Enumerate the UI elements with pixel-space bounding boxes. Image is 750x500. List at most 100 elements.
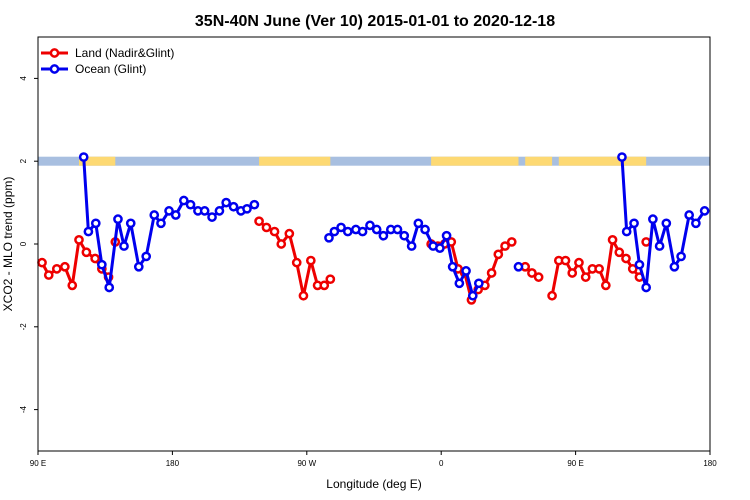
land-data-point <box>574 257 584 268</box>
ocean-data-point <box>420 224 430 235</box>
land-data-point <box>60 261 70 272</box>
x-tick-label: 90 E <box>30 459 46 468</box>
series-layer <box>37 152 710 305</box>
ocean-data-point <box>392 224 403 235</box>
ocean-data-point <box>164 206 174 216</box>
ocean-data-point <box>634 259 645 270</box>
ocean-data-point <box>454 278 465 289</box>
ocean-data-point <box>342 226 353 237</box>
land-mask-span <box>525 156 553 166</box>
ocean-data-point <box>90 218 101 229</box>
ocean-data-point <box>447 261 458 272</box>
ocean-data-point <box>96 259 107 270</box>
ocean-data-point <box>467 290 478 301</box>
ocean-data-point <box>661 218 672 229</box>
x-tick-label: 180 <box>703 459 717 468</box>
land-mask-span <box>78 156 116 166</box>
ocean-mask-band <box>38 156 710 166</box>
ocean-data-point <box>684 210 695 220</box>
ocean-data-point <box>242 203 252 214</box>
land-data-point <box>486 268 497 278</box>
ocean-data-point <box>413 218 424 229</box>
ocean-data-point <box>199 206 210 216</box>
ocean-data-point <box>78 152 89 162</box>
ocean-data-point <box>617 152 627 162</box>
land-data-point <box>527 268 537 278</box>
land-data-point <box>291 257 302 268</box>
land-data-point <box>37 257 47 268</box>
land-data-point <box>81 247 92 258</box>
land-data-point <box>90 253 100 264</box>
legend: Land (Nadir&Glint) Ocean (Glint) <box>41 46 174 76</box>
land-data-point <box>43 270 54 280</box>
x-tick-label: 90 W <box>297 459 316 468</box>
ocean-data-point <box>228 201 239 212</box>
ocean-series-line <box>82 156 256 289</box>
ocean-data-point <box>648 214 658 225</box>
ocean-data-point <box>357 226 368 237</box>
ocean-data-point <box>513 261 524 272</box>
land-data-point <box>298 290 309 301</box>
legend-land-swatch-marker <box>49 48 60 58</box>
ocean-data-point <box>399 230 410 241</box>
land-data-point <box>319 280 330 291</box>
ocean-data-point <box>329 226 340 237</box>
ocean-data-point <box>473 278 484 289</box>
ocean-data-point <box>324 232 334 243</box>
legend-ocean-swatch-marker <box>49 64 60 74</box>
land-data-point <box>614 247 625 258</box>
x-axis: 90 E 180 90 W 0 90 E 180 <box>30 451 717 468</box>
y-tick-label: 4 <box>19 76 28 81</box>
land-data-point <box>600 280 611 291</box>
land-mask-span <box>558 156 647 166</box>
ocean-data-point <box>371 224 382 235</box>
x-tick-label: 90 E <box>567 459 583 468</box>
land-mask-span <box>259 156 331 166</box>
landmask-bar <box>38 156 710 166</box>
ocean-data-point <box>149 210 160 220</box>
land-data-point <box>254 216 264 227</box>
land-data-point <box>580 272 591 282</box>
ocean-data-point <box>221 197 232 208</box>
ocean-data-point <box>185 199 196 210</box>
ocean-data-point <box>119 241 129 251</box>
land-data-point <box>533 272 544 282</box>
y-axis-label: XCO2 - MLO trend (ppm) <box>1 177 15 312</box>
ocean-data-point <box>629 218 639 229</box>
x-axis-label: Longitude (deg E) <box>326 477 421 491</box>
ocean-data-point <box>641 282 652 293</box>
land-data-point <box>560 255 571 266</box>
ocean-data-point <box>435 243 445 253</box>
ocean-data-point <box>669 261 680 272</box>
ocean-data-point <box>170 210 181 220</box>
ocean-data-point <box>461 266 471 276</box>
x-tick-label: 0 <box>439 459 444 468</box>
ocean-data-point <box>141 251 152 262</box>
land-data-point <box>284 228 295 239</box>
chart-title: 35N-40N June (Ver 10) 2015-01-01 to 2020… <box>195 13 555 30</box>
y-axis: -4 -2 0 2 4 <box>19 76 38 413</box>
ocean-data-point <box>378 230 389 241</box>
ocean-data-point <box>654 241 665 251</box>
ocean-data-point <box>125 218 136 229</box>
land-data-point <box>74 235 84 245</box>
land-data-point <box>607 235 618 245</box>
land-data-point <box>594 263 604 274</box>
ocean-data-point <box>621 226 632 237</box>
land-data-point <box>506 237 517 247</box>
x-tick-label: 180 <box>166 459 180 468</box>
land-data-point <box>641 237 652 247</box>
ocean-data-point <box>249 199 260 210</box>
ocean-data-point <box>178 195 189 206</box>
land-mask-span <box>431 156 519 166</box>
land-data-point <box>51 263 62 274</box>
ocean-data-point <box>156 218 166 229</box>
plot-frame <box>37 36 711 452</box>
ocean-data-point <box>214 206 225 216</box>
land-data-point <box>269 226 280 237</box>
ocean-data-point <box>691 218 701 229</box>
land-data-point <box>500 241 510 251</box>
ocean-data-point <box>336 222 346 233</box>
land-data-point <box>325 274 336 285</box>
